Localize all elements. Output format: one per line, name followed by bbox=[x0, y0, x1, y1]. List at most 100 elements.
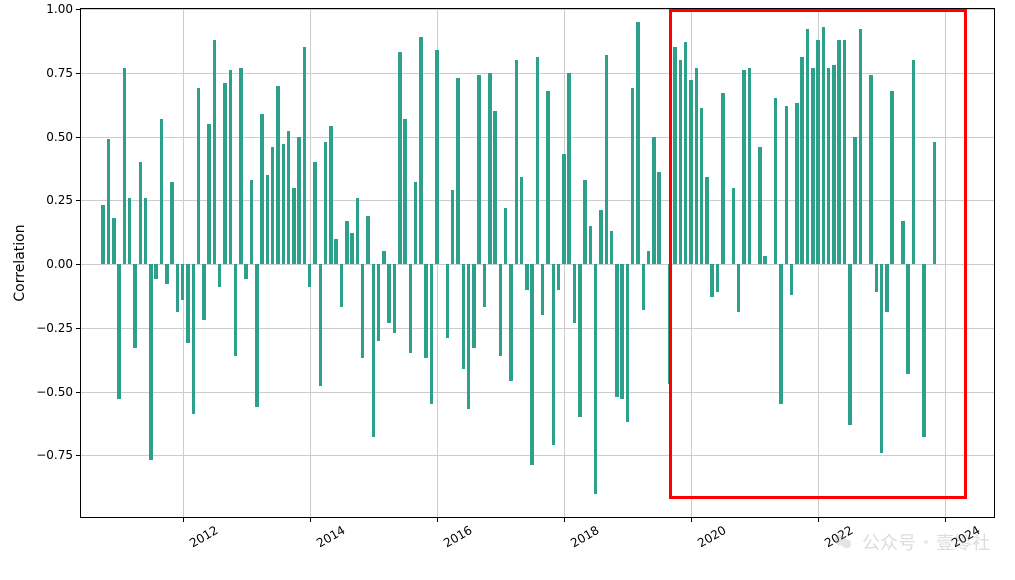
bar bbox=[266, 175, 269, 264]
bar bbox=[779, 264, 782, 404]
xtick-mark bbox=[310, 517, 311, 522]
bar bbox=[244, 264, 247, 279]
xtick-label: 2024 bbox=[949, 523, 982, 550]
bar bbox=[906, 264, 909, 374]
bar bbox=[207, 124, 210, 264]
bar bbox=[303, 47, 306, 264]
bar bbox=[541, 264, 544, 315]
bar bbox=[605, 55, 608, 264]
bar bbox=[382, 251, 385, 264]
bar bbox=[462, 264, 465, 369]
bar bbox=[748, 68, 751, 264]
ytick-label: 1.00 bbox=[46, 2, 81, 16]
xtick-mark bbox=[818, 517, 819, 522]
bar bbox=[822, 27, 825, 264]
bar bbox=[853, 137, 856, 265]
bar bbox=[705, 177, 708, 264]
gridline bbox=[183, 9, 184, 517]
bar bbox=[319, 264, 322, 386]
bar bbox=[504, 208, 507, 264]
bar bbox=[160, 119, 163, 264]
bar bbox=[562, 154, 565, 264]
bar bbox=[806, 29, 809, 264]
bar bbox=[790, 264, 793, 295]
bar bbox=[636, 22, 639, 264]
gridline bbox=[81, 328, 994, 329]
bar bbox=[594, 264, 597, 494]
bar bbox=[763, 256, 766, 264]
bar bbox=[515, 60, 518, 264]
bar bbox=[716, 264, 719, 292]
bar bbox=[800, 57, 803, 264]
xtick-mark bbox=[437, 517, 438, 522]
bar bbox=[250, 180, 253, 264]
bar bbox=[170, 182, 173, 264]
bar bbox=[361, 264, 364, 358]
bar bbox=[901, 221, 904, 264]
bar bbox=[785, 106, 788, 264]
bar bbox=[583, 180, 586, 264]
bar bbox=[668, 264, 671, 384]
y-axis-label: Correlation bbox=[12, 224, 28, 301]
bar bbox=[869, 75, 872, 264]
gridline bbox=[310, 9, 311, 517]
bar bbox=[758, 147, 761, 264]
bar bbox=[287, 131, 290, 264]
bar bbox=[213, 40, 216, 264]
xtick-mark bbox=[945, 517, 946, 522]
bar bbox=[154, 264, 157, 279]
bar bbox=[144, 198, 147, 264]
bar bbox=[308, 264, 311, 287]
bar bbox=[589, 226, 592, 264]
bar bbox=[890, 91, 893, 264]
bar bbox=[477, 75, 480, 264]
bar bbox=[419, 37, 422, 264]
bar bbox=[546, 91, 549, 264]
bar bbox=[774, 98, 777, 264]
xtick-label: 2018 bbox=[568, 523, 601, 550]
bar bbox=[684, 42, 687, 264]
bar bbox=[509, 264, 512, 381]
gridline bbox=[81, 392, 994, 393]
bar bbox=[827, 68, 830, 264]
bar bbox=[499, 264, 502, 356]
bar bbox=[197, 88, 200, 264]
bar bbox=[536, 57, 539, 264]
bar bbox=[181, 264, 184, 300]
bar bbox=[875, 264, 878, 292]
bar bbox=[446, 264, 449, 338]
bar bbox=[334, 239, 337, 265]
bar bbox=[811, 68, 814, 264]
bar bbox=[393, 264, 396, 333]
bar bbox=[123, 68, 126, 264]
xtick-label: 2014 bbox=[314, 523, 347, 550]
bar bbox=[282, 144, 285, 264]
bar bbox=[626, 264, 629, 422]
bar bbox=[843, 40, 846, 264]
ytick-label: 0.00 bbox=[46, 257, 81, 271]
bar bbox=[837, 40, 840, 264]
bar bbox=[578, 264, 581, 417]
bar bbox=[139, 162, 142, 264]
bar bbox=[599, 210, 602, 264]
bar bbox=[493, 111, 496, 264]
bar bbox=[186, 264, 189, 343]
bar bbox=[430, 264, 433, 404]
bar bbox=[610, 231, 613, 264]
ytick-label: 0.75 bbox=[46, 66, 81, 80]
bar bbox=[488, 73, 491, 264]
bar bbox=[620, 264, 623, 399]
bar bbox=[149, 264, 152, 460]
bar bbox=[885, 264, 888, 312]
bar bbox=[107, 139, 110, 264]
bar bbox=[467, 264, 470, 409]
xtick-label: 2020 bbox=[695, 523, 728, 550]
bar bbox=[117, 264, 120, 399]
bar bbox=[567, 73, 570, 264]
bar bbox=[483, 264, 486, 307]
gridline bbox=[81, 455, 994, 456]
xtick-label: 2022 bbox=[822, 523, 855, 550]
bar bbox=[525, 264, 528, 290]
xtick-label: 2012 bbox=[187, 523, 220, 550]
bar bbox=[202, 264, 205, 320]
